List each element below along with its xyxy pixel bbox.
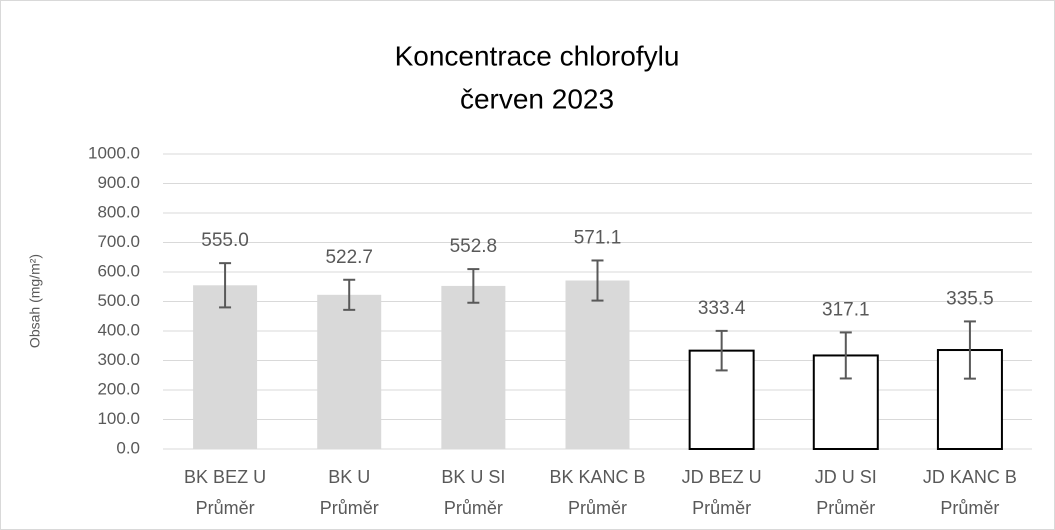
y-tick-label: 200.0 [97,379,140,398]
y-tick-label: 400.0 [97,320,140,339]
y-tick-label: 0.0 [116,438,140,457]
y-tick-label: 800.0 [97,202,140,221]
x-tick-label: JD BEZ U [682,467,762,487]
value-label: 552.8 [450,236,498,257]
value-label: 571.1 [574,227,622,248]
bar [441,285,506,449]
x-tick-label: BK KANC B [549,467,645,487]
y-tick-label: 100.0 [97,409,140,428]
x-tick-label: JD U SI [815,467,877,487]
x-tick-label: BK BEZ U [184,467,266,487]
y-tick-label: 700.0 [97,232,140,251]
bar [565,280,630,449]
x-tick-label: Průměr [692,498,751,518]
bar [193,285,258,449]
value-label: 555.0 [201,230,249,251]
value-label: 522.7 [325,247,373,268]
x-tick-label: BK U SI [441,467,505,487]
x-tick-label: Průměr [444,498,503,518]
y-axis-label: Obsah (mg/m²) [27,254,43,348]
chart-title: červen 2023 [460,83,614,114]
x-tick-label: JD KANC B [923,467,1017,487]
y-tick-label: 300.0 [97,350,140,369]
y-tick-label: 500.0 [97,291,140,310]
bar [317,294,382,449]
y-tick-label: 900.0 [97,173,140,192]
y-tick-label: 1000.0 [88,143,140,162]
y-tick-label: 600.0 [97,261,140,280]
value-label: 317.1 [822,299,870,320]
x-tick-label: Průměr [940,498,999,518]
value-label: 333.4 [698,298,746,319]
x-tick-label: Průměr [320,498,379,518]
value-label: 335.5 [946,288,994,309]
chart-title: Koncentrace chlorofylu [395,40,680,71]
x-tick-label: Průměr [568,498,627,518]
x-tick-label: Průměr [196,498,255,518]
x-tick-label: BK U [328,467,370,487]
x-tick-label: Průměr [816,498,875,518]
